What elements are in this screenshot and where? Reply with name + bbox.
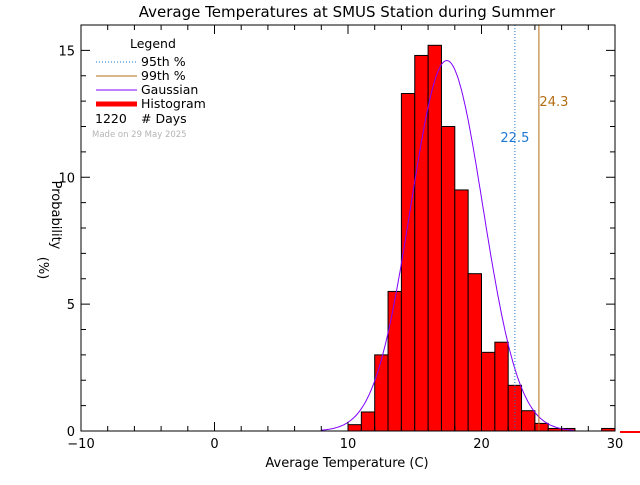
percentile-95-label: 22.5	[500, 131, 529, 146]
made-on-note: Made on 29 May 2025	[92, 130, 187, 140]
legend-gaussian-label: Gaussian	[141, 82, 198, 97]
y-tick-label: 5	[67, 298, 75, 313]
histogram-bars	[347, 44, 616, 432]
histogram-bar	[400, 93, 416, 432]
histogram-bar	[440, 126, 456, 432]
y-axis-unit: (%)	[35, 257, 50, 280]
legend-days-label: # Days	[141, 111, 187, 126]
histogram-bar	[360, 411, 376, 432]
histogram-bar	[414, 54, 429, 432]
x-tick-label: 20	[473, 437, 490, 452]
legend-95th-label: 95th %	[141, 54, 186, 69]
percentile-lines: 22.5 24.3	[500, 25, 568, 431]
y-tick-label: 15	[58, 44, 75, 59]
histogram-bar	[467, 273, 482, 432]
histogram-bar	[347, 424, 362, 432]
histogram-bar	[427, 44, 442, 432]
histogram-bar	[454, 189, 469, 432]
legend: Legend 95th % 99th % Gaussian Histogram …	[92, 36, 206, 140]
histogram-bar	[481, 351, 496, 432]
legend-title: Legend	[130, 36, 176, 51]
gaussian-curve-group	[321, 59, 574, 431]
y-axis-title: Probability	[48, 181, 63, 250]
gaussian-curve	[321, 59, 574, 431]
histogram-bar	[387, 290, 402, 432]
y-tick-label: 0	[67, 425, 75, 440]
x-tick-label: 10	[340, 437, 357, 452]
percentile-99-label: 24.3	[539, 95, 568, 110]
chart-title: Average Temperatures at SMUS Station dur…	[139, 3, 556, 21]
histogram-bar	[374, 354, 389, 432]
legend-histogram-label: Histogram	[141, 96, 206, 111]
x-tick-label: −10	[67, 437, 94, 452]
x-tick-label: 0	[210, 437, 218, 452]
legend-99th-label: 99th %	[141, 68, 186, 83]
y-tick-label: 10	[58, 171, 75, 186]
histogram-bar	[494, 341, 509, 432]
x-axis-title: Average Temperature (C)	[265, 456, 428, 471]
histogram-bar	[521, 410, 536, 432]
x-tick-label: 30	[607, 437, 624, 452]
legend-days-count: 1220	[95, 111, 127, 126]
histogram-bar	[534, 422, 549, 432]
